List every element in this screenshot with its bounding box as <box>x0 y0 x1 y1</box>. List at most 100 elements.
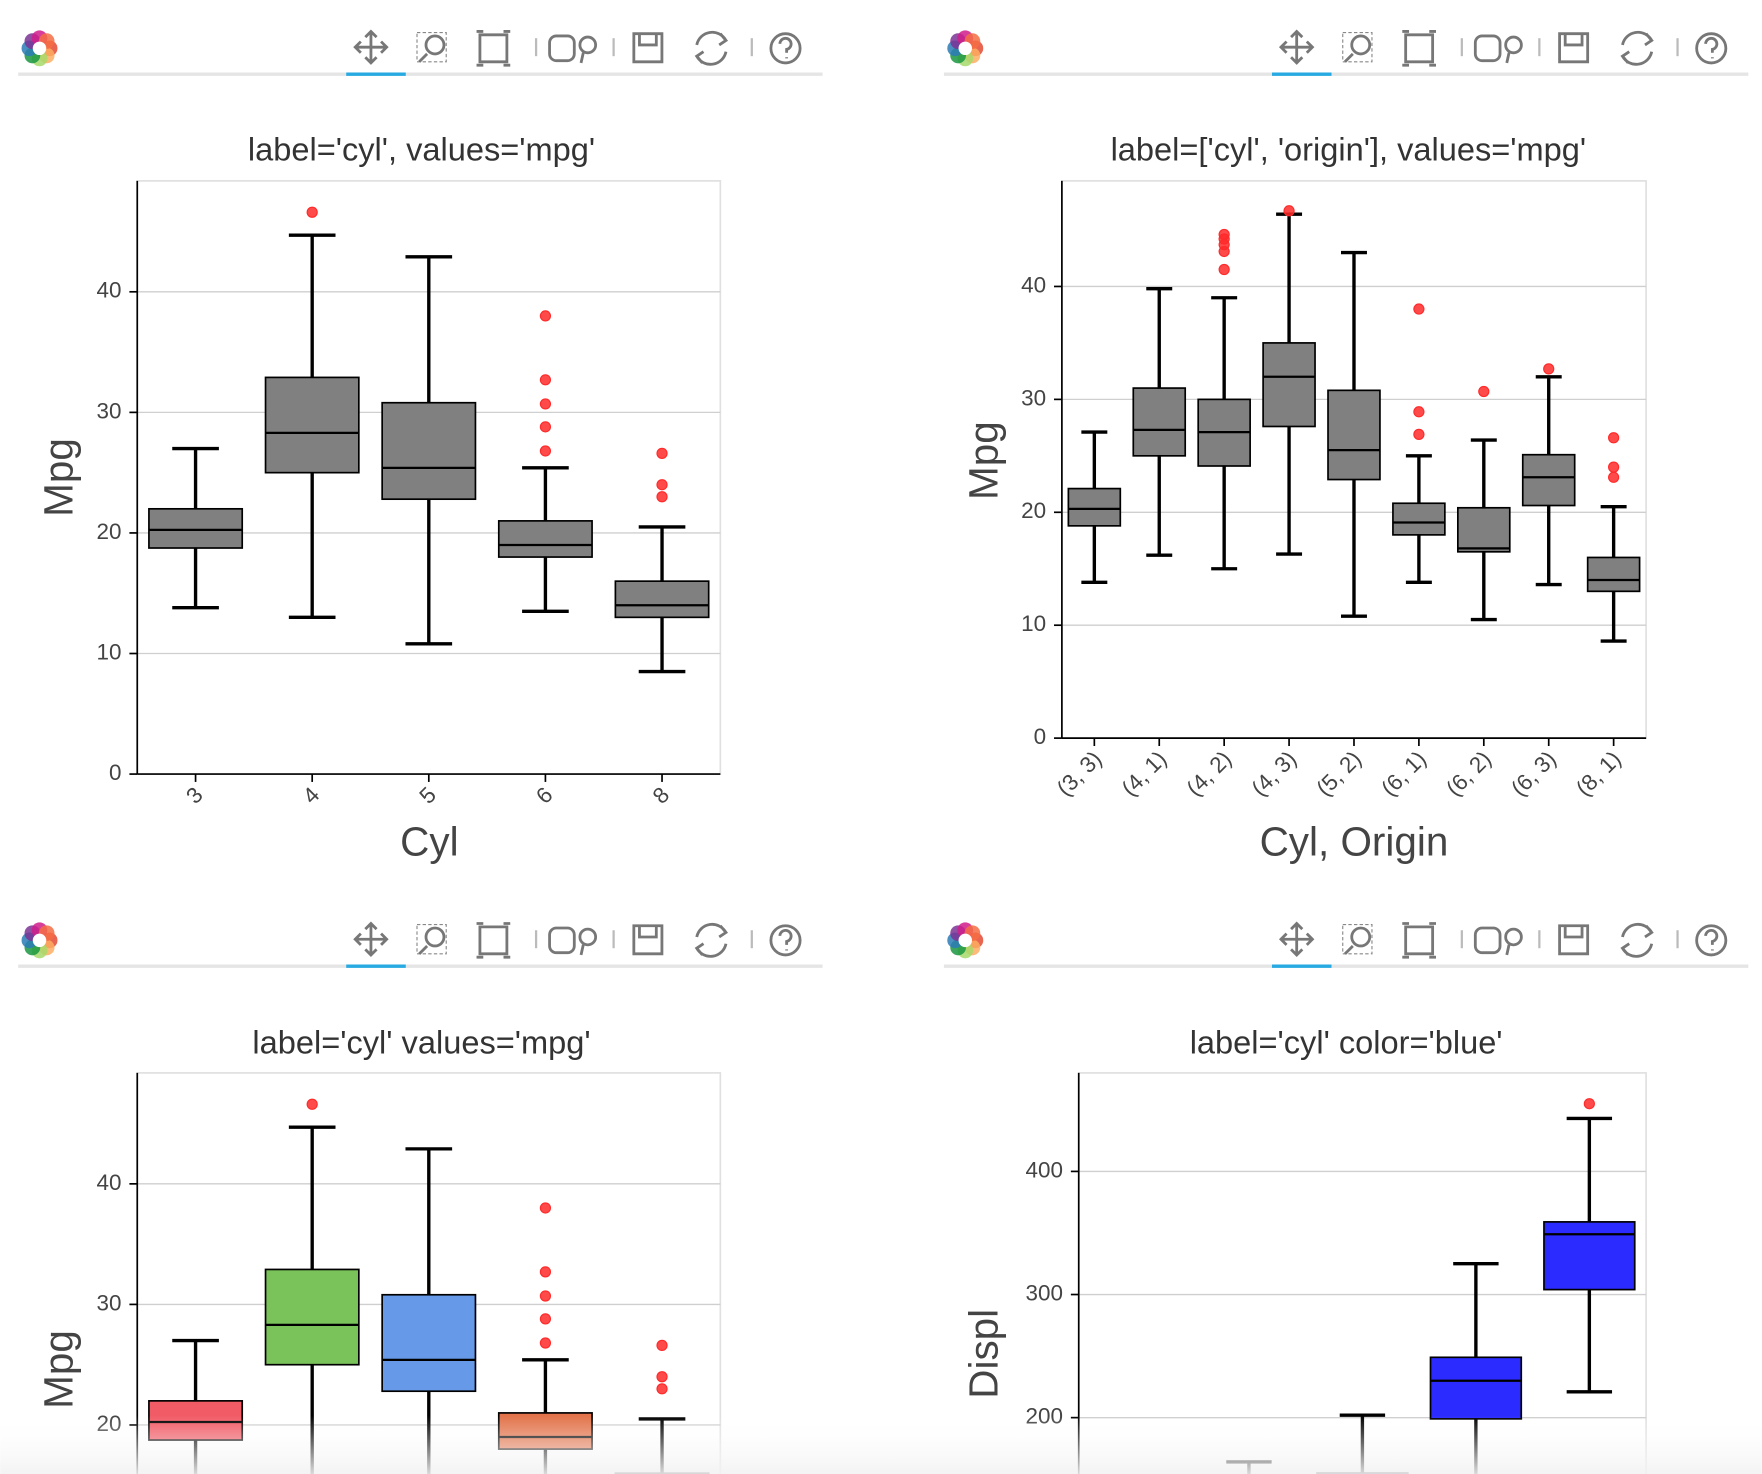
x-tick-label: 8 <box>648 782 675 809</box>
help-tool[interactable] <box>769 32 802 65</box>
help-tool[interactable] <box>1695 32 1728 65</box>
toolbar <box>18 29 823 76</box>
wheel-zoom-tool[interactable] <box>1473 926 1523 956</box>
box <box>614 580 710 619</box>
help-tool[interactable] <box>769 924 802 957</box>
outlier <box>539 1266 552 1278</box>
y-tick-label: 30 <box>97 1290 122 1315</box>
logo-center <box>32 41 47 56</box>
resize-tool[interactable] <box>1402 30 1436 67</box>
outlier <box>1283 205 1295 217</box>
reset-tool[interactable] <box>1620 30 1654 66</box>
chart-title: label='cyl' values='mpg' <box>252 1024 590 1060</box>
resize-tool[interactable] <box>476 922 511 959</box>
x-tick-label: (8, 1) <box>1571 746 1626 801</box>
y-axis-label: Mpg <box>36 1330 82 1409</box>
outlier <box>1413 406 1425 418</box>
resize-tool[interactable] <box>1402 922 1436 959</box>
resize-tool[interactable] <box>476 30 511 67</box>
help-mark <box>1704 929 1719 951</box>
save-tool[interactable] <box>1558 32 1590 64</box>
y-tick-label: 400 <box>1026 1157 1063 1182</box>
x-tick-label: 6 <box>531 782 558 809</box>
chart-title: label=['cyl', 'origin'], values='mpg' <box>1111 131 1587 167</box>
help-mark <box>1704 36 1719 59</box>
pan-tool[interactable] <box>1278 921 1315 957</box>
reset-tool[interactable] <box>694 922 729 958</box>
pan-tool[interactable] <box>1278 29 1315 65</box>
outlier <box>656 1371 668 1383</box>
outlier <box>539 1290 552 1302</box>
reset-tool[interactable] <box>694 30 729 66</box>
save-tool[interactable] <box>632 32 664 64</box>
outlier <box>1218 228 1230 241</box>
y-tick-label: 20 <box>1021 498 1046 523</box>
bottom-fade <box>0 1415 1762 1474</box>
x-tick-label: 4 <box>298 782 325 809</box>
y-tick-label: 20 <box>97 519 122 544</box>
zoom-tool[interactable] <box>1344 926 1372 955</box>
outlier <box>539 310 552 322</box>
box <box>1262 342 1316 428</box>
outlier <box>656 479 668 491</box>
box-zoom-frame <box>1342 924 1373 955</box>
outlier <box>539 398 552 410</box>
toolbar <box>18 921 823 968</box>
outlier <box>656 491 668 503</box>
x-tick-label: (6, 1) <box>1376 746 1431 801</box>
save-tool[interactable] <box>1558 924 1590 956</box>
zoom-tool[interactable] <box>418 34 446 63</box>
x-axis-label: Cyl, Origin <box>1260 819 1449 865</box>
outlier <box>306 206 318 218</box>
y-tick-label: 0 <box>109 760 122 785</box>
y-tick-label: 0 <box>1034 724 1047 749</box>
box <box>148 507 244 549</box>
box <box>497 520 593 558</box>
outlier <box>656 447 668 459</box>
box <box>1456 506 1511 553</box>
toolbar <box>943 29 1749 76</box>
chart-title: label='cyl' color='blue' <box>1190 1024 1503 1060</box>
box <box>1327 389 1381 481</box>
wheel-zoom-tool[interactable] <box>1473 34 1523 64</box>
help-mark <box>778 929 793 951</box>
y-axis-label: Mpg <box>960 421 1006 500</box>
box <box>381 401 477 501</box>
zoom-tool[interactable] <box>1344 34 1372 63</box>
outlier <box>1608 432 1620 444</box>
wheel-zoom-tool[interactable] <box>548 34 598 64</box>
outlier <box>1583 1098 1595 1110</box>
y-tick-label: 10 <box>97 639 122 664</box>
x-tick-label: (4, 3) <box>1247 746 1302 801</box>
box <box>1392 502 1446 536</box>
outlier <box>656 1339 668 1352</box>
x-tick-label: (4, 2) <box>1182 746 1237 801</box>
zoom-tool[interactable] <box>418 926 446 955</box>
outlier <box>539 1337 552 1349</box>
wheel-zoom-tool[interactable] <box>548 926 598 956</box>
reset-tool[interactable] <box>1620 922 1654 958</box>
outlier <box>539 1313 552 1325</box>
x-tick-label: (3, 3) <box>1052 746 1107 801</box>
x-axis-label: Cyl <box>400 819 458 865</box>
box <box>1543 1221 1636 1291</box>
y-axis-label: Mpg <box>36 438 82 517</box>
y-tick-label: 40 <box>97 278 122 303</box>
outlier <box>1478 385 1490 398</box>
y-axis-label: Displ <box>960 1309 1006 1399</box>
help-mark <box>778 36 793 59</box>
outlier <box>1608 461 1620 473</box>
box-zoom-frame <box>416 924 447 955</box>
pan-tool[interactable] <box>353 29 389 65</box>
box <box>264 1268 360 1366</box>
x-tick-label: (6, 2) <box>1441 746 1496 801</box>
box-zoom-frame <box>1342 32 1373 63</box>
save-tool[interactable] <box>632 924 664 956</box>
pan-tool[interactable] <box>353 921 389 957</box>
box <box>381 1293 477 1393</box>
help-tool[interactable] <box>1695 924 1728 957</box>
outlier <box>306 1098 318 1110</box>
x-tick-label: (6, 3) <box>1506 746 1561 801</box>
